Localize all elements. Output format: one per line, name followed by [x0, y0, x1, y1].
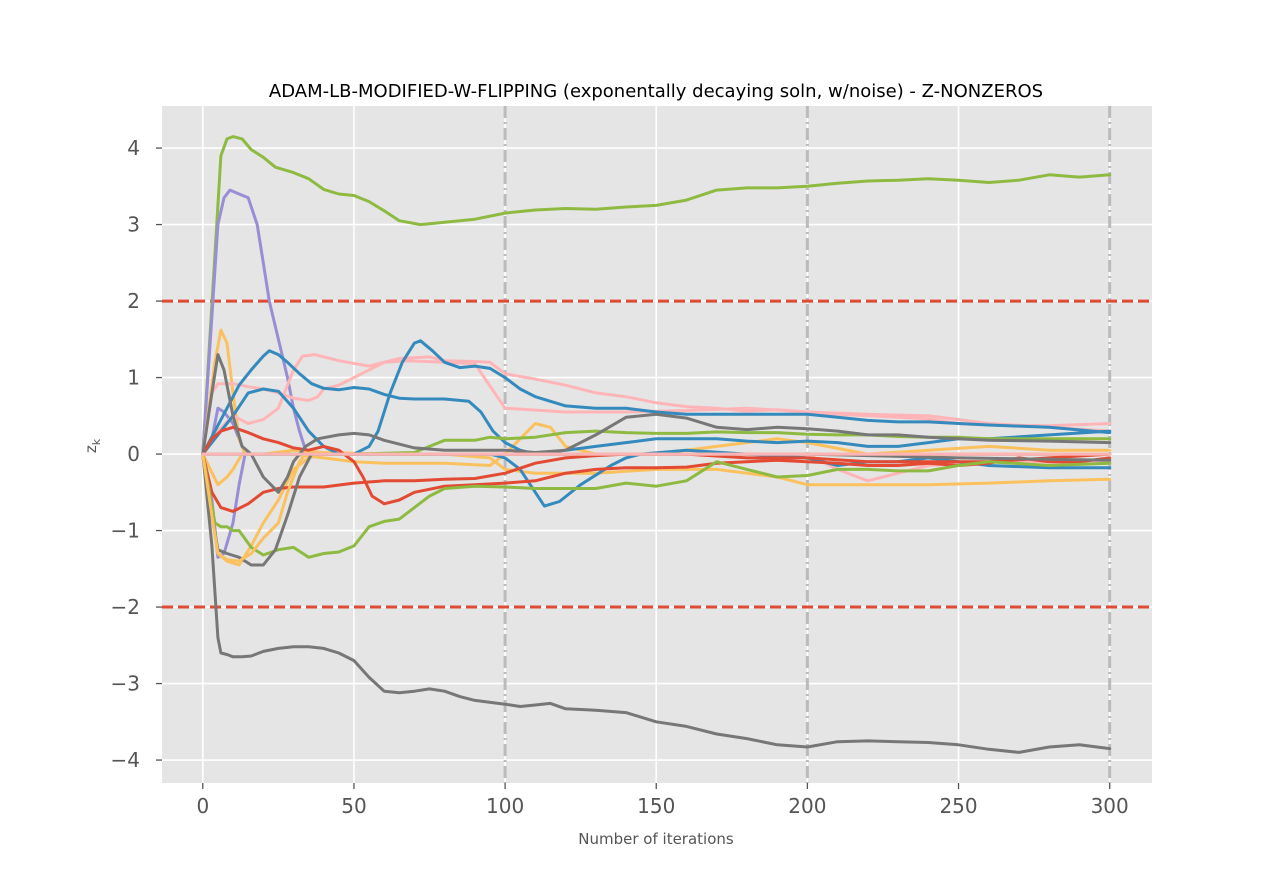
y-axis-label: zk [82, 438, 103, 453]
x-tick-label-100: 100 [486, 794, 524, 818]
x-tick-label-150: 150 [637, 794, 675, 818]
x-tick-label-200: 200 [788, 794, 826, 818]
x-axis-label: Number of iterations [578, 830, 734, 848]
series-line-21 [201, 452, 1112, 563]
y-tick-label--1: −1 [111, 519, 140, 543]
y-tick-label--3: −3 [111, 672, 140, 696]
y-axis-ticks: −4 −3 −2 −1 0 1 2 3 4 [111, 136, 162, 772]
y-tick-label-0: 0 [127, 442, 140, 466]
x-tick-label-250: 250 [939, 794, 977, 818]
series-line-2 [201, 452, 1112, 754]
x-tick-label-300: 300 [1091, 794, 1129, 818]
series-line-15 [201, 425, 1112, 506]
y-tick-label-3: 3 [127, 213, 140, 237]
y-tick-label--4: −4 [111, 748, 140, 772]
y-axis-label-subscript: k [90, 438, 103, 445]
x-tick-label-50: 50 [341, 794, 366, 818]
series-lines [201, 135, 1112, 754]
chart-title: ADAM-LB-MODIFIED-W-FLIPPING (exponentall… [269, 81, 1043, 102]
y-tick-label-1: 1 [127, 366, 140, 390]
series-line-17 [201, 452, 1112, 559]
reference-lines [162, 106, 1152, 783]
y-tick-label-2: 2 [127, 289, 140, 313]
y-tick-label--2: −2 [111, 595, 140, 619]
series-line-19 [201, 353, 1112, 494]
series-line-1 [201, 135, 1112, 456]
series-line-13 [201, 339, 1112, 456]
series-line-3 [201, 188, 1112, 456]
series-line-10 [201, 353, 1112, 456]
series-line-12 [201, 349, 1112, 456]
series-line-8 [201, 448, 1112, 487]
x-tick-label-0: 0 [196, 794, 209, 818]
y-axis-label-main: z [82, 445, 100, 453]
series-line-16 [201, 452, 1112, 513]
x-axis-ticks: 0 50 100 150 200 250 300 [196, 783, 1129, 818]
y-tick-label-4: 4 [127, 136, 140, 160]
